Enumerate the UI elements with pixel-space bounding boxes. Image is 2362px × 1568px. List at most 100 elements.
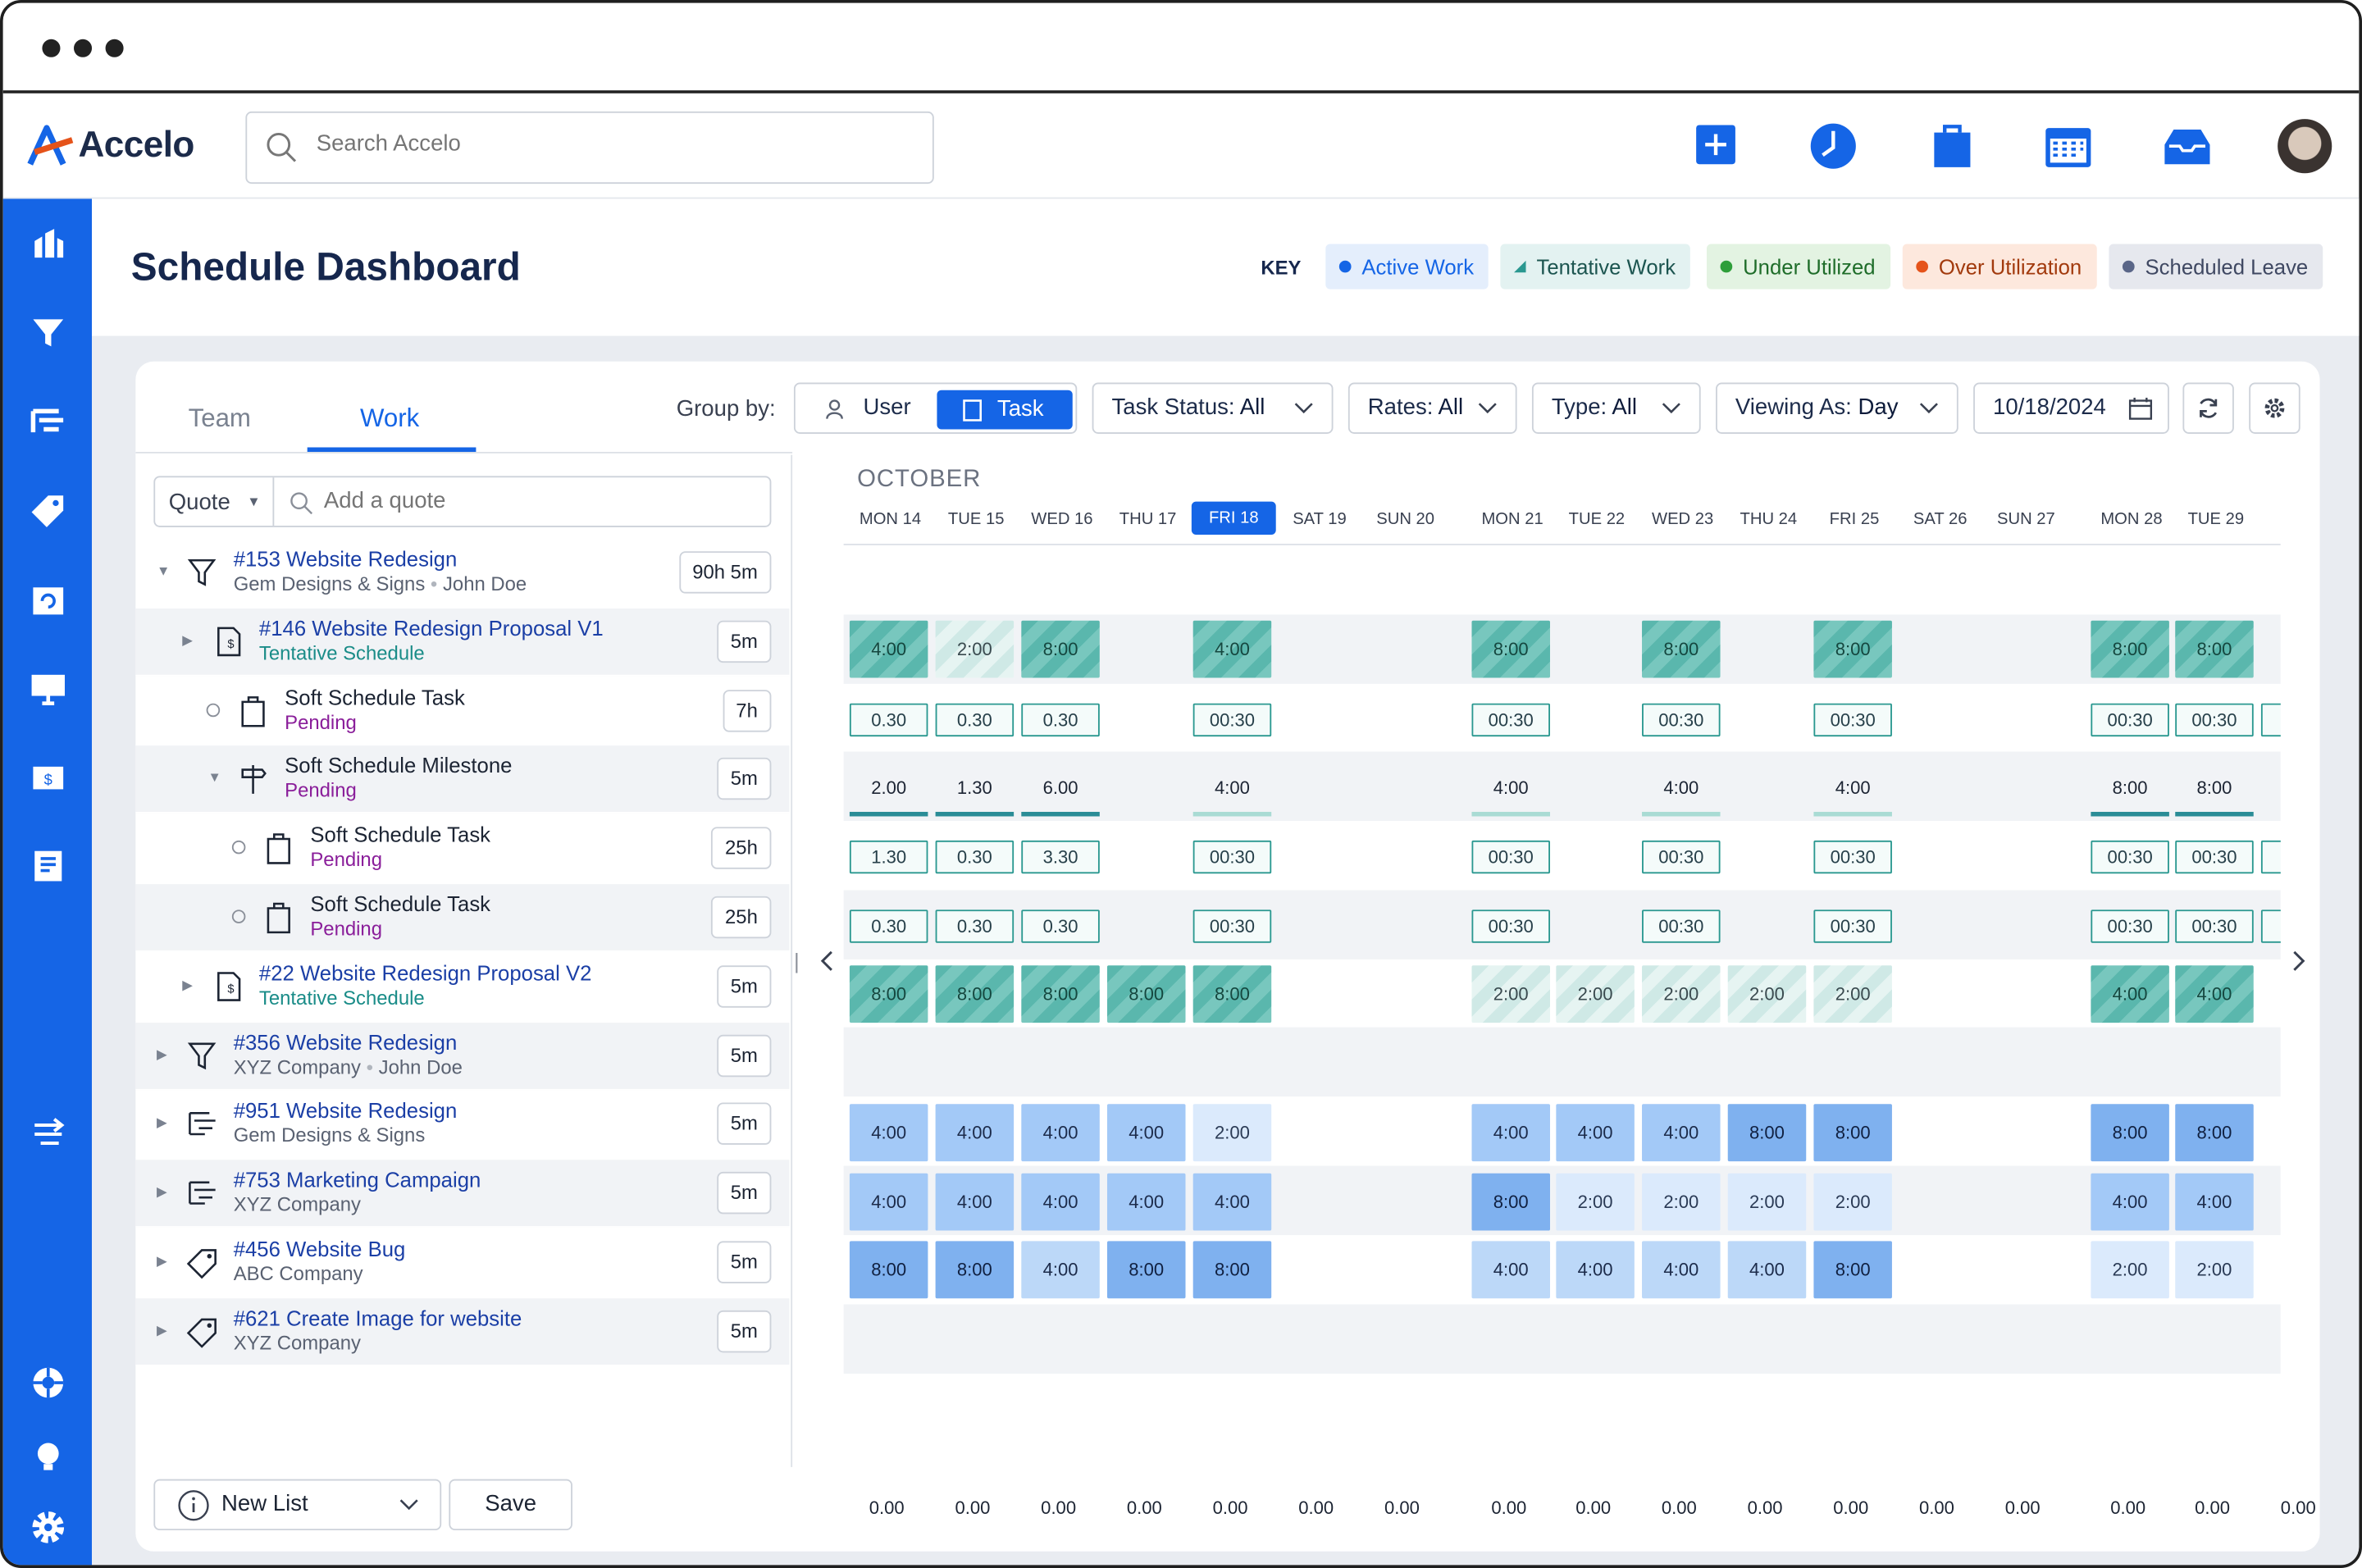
day-header[interactable]: TUE 22: [1568, 510, 1626, 529]
allocation-cell[interactable]: 8:00: [935, 1241, 1015, 1299]
allocation-cell[interactable]: 4:00: [2175, 965, 2254, 1023]
item-title[interactable]: #753 Marketing Campaign: [233, 1167, 481, 1192]
allocation-cell[interactable]: 4:00: [1021, 1241, 1100, 1299]
allocation-cell[interactable]: 8:00: [1813, 1241, 1892, 1299]
list-item[interactable]: Soft Schedule Task Pending 25h: [135, 884, 790, 952]
prev-week-icon[interactable]: [819, 949, 834, 973]
allocation-box[interactable]: 00:30: [1192, 840, 1272, 874]
allocation-box[interactable]: 00:30: [2175, 909, 2254, 943]
allocation-box[interactable]: 1.30: [849, 840, 928, 874]
allocation-cell[interactable]: 8:00: [1813, 1104, 1892, 1162]
day-header[interactable]: SAT 19: [1293, 510, 1347, 529]
global-search[interactable]: [245, 111, 934, 185]
allocation-cell[interactable]: 8:00: [849, 965, 928, 1023]
date-picker[interactable]: 10/18/2024: [1973, 382, 2169, 434]
allocation-box[interactable]: 00:30: [2175, 703, 2254, 737]
allocation-cell[interactable]: 2:00: [1192, 1104, 1272, 1162]
allocation-cell[interactable]: 4:00: [1642, 1104, 1721, 1162]
group-by-task-option[interactable]: Task: [937, 390, 1073, 430]
allocation-cell[interactable]: 4:00: [935, 1173, 1015, 1231]
reports-icon[interactable]: [29, 846, 68, 886]
allocation-cell[interactable]: 4:00: [1471, 1241, 1550, 1299]
collapse-arrow-icon[interactable]: ▼: [207, 770, 221, 786]
day-header[interactable]: THU 17: [1119, 510, 1177, 529]
search-input[interactable]: [316, 130, 889, 157]
allocation-cell[interactable]: 8:00: [2091, 1104, 2169, 1162]
collapse-sidebar-icon[interactable]: [29, 1110, 68, 1150]
day-header[interactable]: SAT 26: [1913, 510, 1968, 529]
allocation-box[interactable]: 00:30: [1642, 840, 1721, 874]
item-title[interactable]: Soft Schedule Task: [310, 823, 491, 847]
list-item[interactable]: ▼ #153 Website Redesign Gem Designs & Sign…: [135, 540, 790, 608]
allocation-cell[interactable]: 8:00: [1021, 620, 1100, 678]
allocation-cell[interactable]: 2:00: [935, 620, 1015, 678]
allocation-cell[interactable]: 2:00: [1813, 965, 1892, 1023]
settings-gear-icon[interactable]: [29, 1508, 68, 1547]
allocation-cell[interactable]: 4:00: [2091, 965, 2169, 1023]
sales-funnel-icon[interactable]: [29, 313, 68, 353]
retainers-icon[interactable]: [29, 580, 68, 619]
allocation-cell[interactable]: 4:00: [1106, 1104, 1186, 1162]
window-dot[interactable]: [42, 39, 61, 57]
allocation-box[interactable]: 0.30: [1021, 909, 1100, 943]
allocation-box[interactable]: 00:30: [2175, 840, 2254, 874]
idea-icon[interactable]: [29, 1435, 68, 1475]
item-title[interactable]: #621 Create Image for website: [233, 1306, 522, 1330]
day-header[interactable]: TUE 29: [2187, 510, 2245, 529]
allocation-cell[interactable]: 8:00: [1106, 1241, 1186, 1299]
allocation-cell[interactable]: 4:00: [1192, 620, 1272, 678]
day-header[interactable]: MON 28: [2100, 510, 2163, 529]
day-header[interactable]: MON 14: [859, 510, 922, 529]
allocation-cell[interactable]: 2:00: [1642, 1173, 1721, 1231]
expand-arrow-icon[interactable]: ▶: [157, 1322, 167, 1338]
allocation-cell[interactable]: 8:00: [1106, 965, 1186, 1023]
allocation-box[interactable]: 00:30: [1192, 909, 1272, 943]
allocation-cell[interactable]: 2:00: [1556, 1173, 1635, 1231]
expand-arrow-icon[interactable]: ▶: [182, 632, 193, 648]
day-header[interactable]: WE: [2259, 511, 2281, 529]
allocation-box[interactable]: 0.30: [849, 703, 928, 737]
list-item[interactable]: Soft Schedule Task Pending 25h: [135, 815, 790, 883]
allocation-box[interactable]: 0: [2260, 909, 2281, 943]
allocation-cell[interactable]: 4:00: [1021, 1104, 1100, 1162]
allocation-cell[interactable]: 2:00: [1727, 1173, 1807, 1231]
settings-button[interactable]: [2249, 382, 2300, 434]
list-item[interactable]: ▶ $ #22 Website Redesign Proposal V2 Tentat…: [135, 953, 790, 1021]
allocation-cell[interactable]: 8:00: [1813, 620, 1892, 678]
projects-icon[interactable]: [29, 402, 68, 441]
allocation-cell[interactable]: 2:00: [2175, 1241, 2254, 1299]
calendar-icon[interactable]: [2044, 124, 2092, 169]
type-filter[interactable]: Type: All: [1531, 382, 1701, 434]
allocation-cell[interactable]: 4:00: [1106, 1173, 1186, 1231]
allocation-cell[interactable]: 2:00: [1471, 965, 1550, 1023]
allocation-cell[interactable]: 8:00: [1192, 1241, 1272, 1299]
allocation-box[interactable]: 00:30: [1642, 909, 1721, 943]
desktop-icon[interactable]: [29, 668, 68, 708]
window-dot[interactable]: [105, 39, 124, 57]
help-icon[interactable]: [29, 1363, 68, 1402]
group-by-user-option[interactable]: User: [863, 394, 911, 421]
allocation-cell[interactable]: 4:00: [1192, 1173, 1272, 1231]
allocation-box[interactable]: 0.30: [935, 909, 1015, 943]
allocation-cell[interactable]: 2:00: [2091, 1241, 2169, 1299]
allocation-box[interactable]: 0.30: [935, 840, 1015, 874]
rates-filter[interactable]: Rates: All: [1347, 382, 1517, 434]
allocation-cell[interactable]: 4:00: [1021, 1173, 1100, 1231]
allocation-cell[interactable]: 8:00: [1471, 1173, 1550, 1231]
allocation-cell[interactable]: 4:00: [1471, 1104, 1550, 1162]
splitter-handle[interactable]: |: [793, 949, 800, 973]
item-title[interactable]: #951 Website Redesign: [233, 1098, 458, 1124]
allocation-cell[interactable]: 8:00: [2175, 1104, 2254, 1162]
expand-arrow-icon[interactable]: ▶: [157, 1253, 167, 1269]
collapse-arrow-icon[interactable]: ▼: [157, 563, 171, 579]
day-header[interactable]: THU 24: [1740, 510, 1798, 529]
expand-arrow-icon[interactable]: ▶: [157, 1183, 167, 1200]
list-item[interactable]: ▶ #753 Marketing Campaign XYZ Company 5m: [135, 1160, 790, 1228]
allocation-box[interactable]: 3.30: [1021, 840, 1100, 874]
allocation-box[interactable]: 0.30: [1021, 703, 1100, 737]
item-title[interactable]: Soft Schedule Task: [310, 891, 491, 916]
allocation-cell[interactable]: 8:00: [849, 1241, 928, 1299]
allocation-cell[interactable]: 2:00: [1556, 965, 1635, 1023]
task-bag-icon[interactable]: [1931, 121, 1973, 169]
quote-type-select[interactable]: Quote: [168, 489, 230, 516]
